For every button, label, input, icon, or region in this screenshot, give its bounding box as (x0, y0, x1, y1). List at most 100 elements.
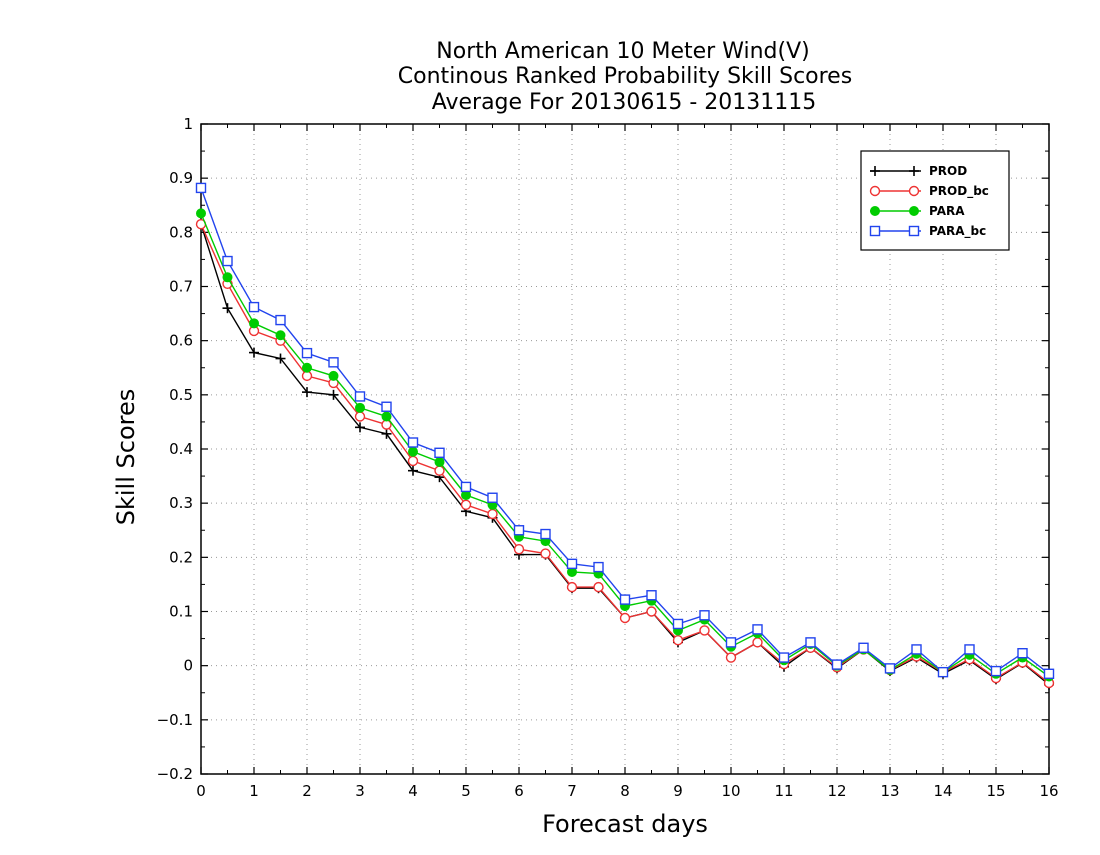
x-tick-label: 6 (514, 782, 524, 800)
x-tick-label: 9 (673, 782, 683, 800)
data-point (196, 208, 206, 219)
data-point (381, 428, 392, 439)
legend-marker-end (908, 185, 920, 197)
x-tick-label: 0 (196, 782, 206, 800)
data-point (434, 457, 445, 467)
data-point (249, 347, 259, 358)
data-point (725, 637, 737, 648)
data-point (990, 665, 1002, 677)
data-point (328, 389, 339, 400)
x-tick-label: 4 (408, 782, 418, 800)
legend-label: PROD_bc (929, 184, 989, 199)
y-tick-label: 0.1 (169, 603, 193, 621)
data-point (328, 370, 339, 381)
data-point (805, 637, 816, 648)
data-point (407, 437, 419, 448)
axes: 0 1 2 3 4 5 6 7 8 9 10 11 12 13 14 15 16−0.2−0.100.10.20… (157, 115, 1059, 800)
data-point (408, 446, 418, 457)
data-point (672, 618, 684, 630)
legend-marker-start (869, 185, 881, 197)
data-point (699, 610, 710, 621)
data-point (302, 387, 312, 398)
legend-marker-end (909, 166, 919, 176)
data-point (328, 357, 339, 368)
data-point (354, 391, 366, 402)
data-point (275, 330, 286, 341)
x-tick-label: 13 (880, 782, 899, 800)
data-point (540, 528, 551, 540)
data-point (778, 652, 790, 663)
data-point (1043, 668, 1055, 679)
x-axis-label: Forecast days (542, 810, 708, 838)
legend-marker-start (870, 166, 880, 176)
data-point (408, 465, 418, 476)
data-point (831, 659, 843, 670)
data-point (222, 255, 233, 267)
x-tick-label: 15 (986, 782, 1005, 800)
y-axis-label: Skill Scores (112, 389, 140, 526)
data-point (248, 301, 260, 313)
data-point (566, 558, 578, 570)
x-tick-label: 14 (933, 782, 952, 800)
data-point (195, 182, 207, 194)
x-tick-label: 10 (721, 782, 740, 800)
legend-marker-end (908, 225, 920, 237)
data-point (381, 411, 392, 422)
x-tick-label: 1 (249, 782, 259, 800)
x-tick-label: 7 (567, 782, 577, 800)
data-point (222, 303, 233, 314)
data-point (566, 581, 578, 593)
data-point (964, 644, 975, 655)
title-line-3: Average For 20130615 - 20131115 (432, 90, 817, 115)
data-point (699, 625, 710, 636)
data-point (672, 635, 684, 646)
series-layer (195, 182, 1055, 690)
data-point (884, 663, 896, 674)
data-point (460, 481, 472, 493)
legend-item: PROD_bc (869, 184, 989, 199)
data-point (752, 624, 763, 635)
y-tick-label: 0.7 (169, 278, 193, 296)
data-point (407, 455, 419, 467)
data-point (911, 644, 922, 655)
legend-item: PROD (870, 164, 967, 178)
data-point (460, 499, 472, 510)
series-para-bc (195, 182, 1055, 679)
data-point (275, 353, 286, 364)
data-point (619, 594, 631, 605)
x-tick-label: 11 (774, 782, 793, 800)
y-tick-label: 0.6 (169, 332, 193, 350)
data-point (301, 347, 313, 359)
data-point (487, 508, 498, 520)
y-tick-label: 0.5 (169, 386, 193, 404)
data-point (302, 362, 312, 373)
y-tick-label: 0.4 (169, 440, 193, 458)
y-tick-label: 0.9 (169, 169, 193, 187)
data-point (752, 637, 763, 648)
data-point (540, 548, 551, 559)
y-tick-label: 0.3 (169, 494, 193, 512)
data-point (513, 525, 525, 536)
legend-label: PROD (929, 164, 967, 178)
data-point (434, 447, 445, 458)
data-point (619, 612, 631, 624)
y-tick-label: 0.8 (169, 223, 193, 241)
data-point (593, 561, 604, 573)
x-tick-label: 5 (461, 782, 471, 800)
y-tick-label: −0.2 (157, 765, 193, 783)
y-tick-label: 0.2 (169, 548, 193, 566)
x-tick-label: 12 (827, 782, 846, 800)
data-point (858, 642, 869, 653)
data-point (354, 411, 366, 422)
legend-label: PARA_bc (929, 224, 986, 239)
legend-marker-start (869, 225, 881, 237)
data-point (646, 590, 657, 601)
data-point (222, 272, 233, 283)
x-tick-label: 3 (355, 782, 365, 800)
legend-label: PARA (929, 204, 965, 218)
legend-item: PARA (870, 204, 965, 218)
data-point (1017, 648, 1028, 659)
data-point (646, 606, 657, 617)
x-tick-label: 2 (302, 782, 312, 800)
